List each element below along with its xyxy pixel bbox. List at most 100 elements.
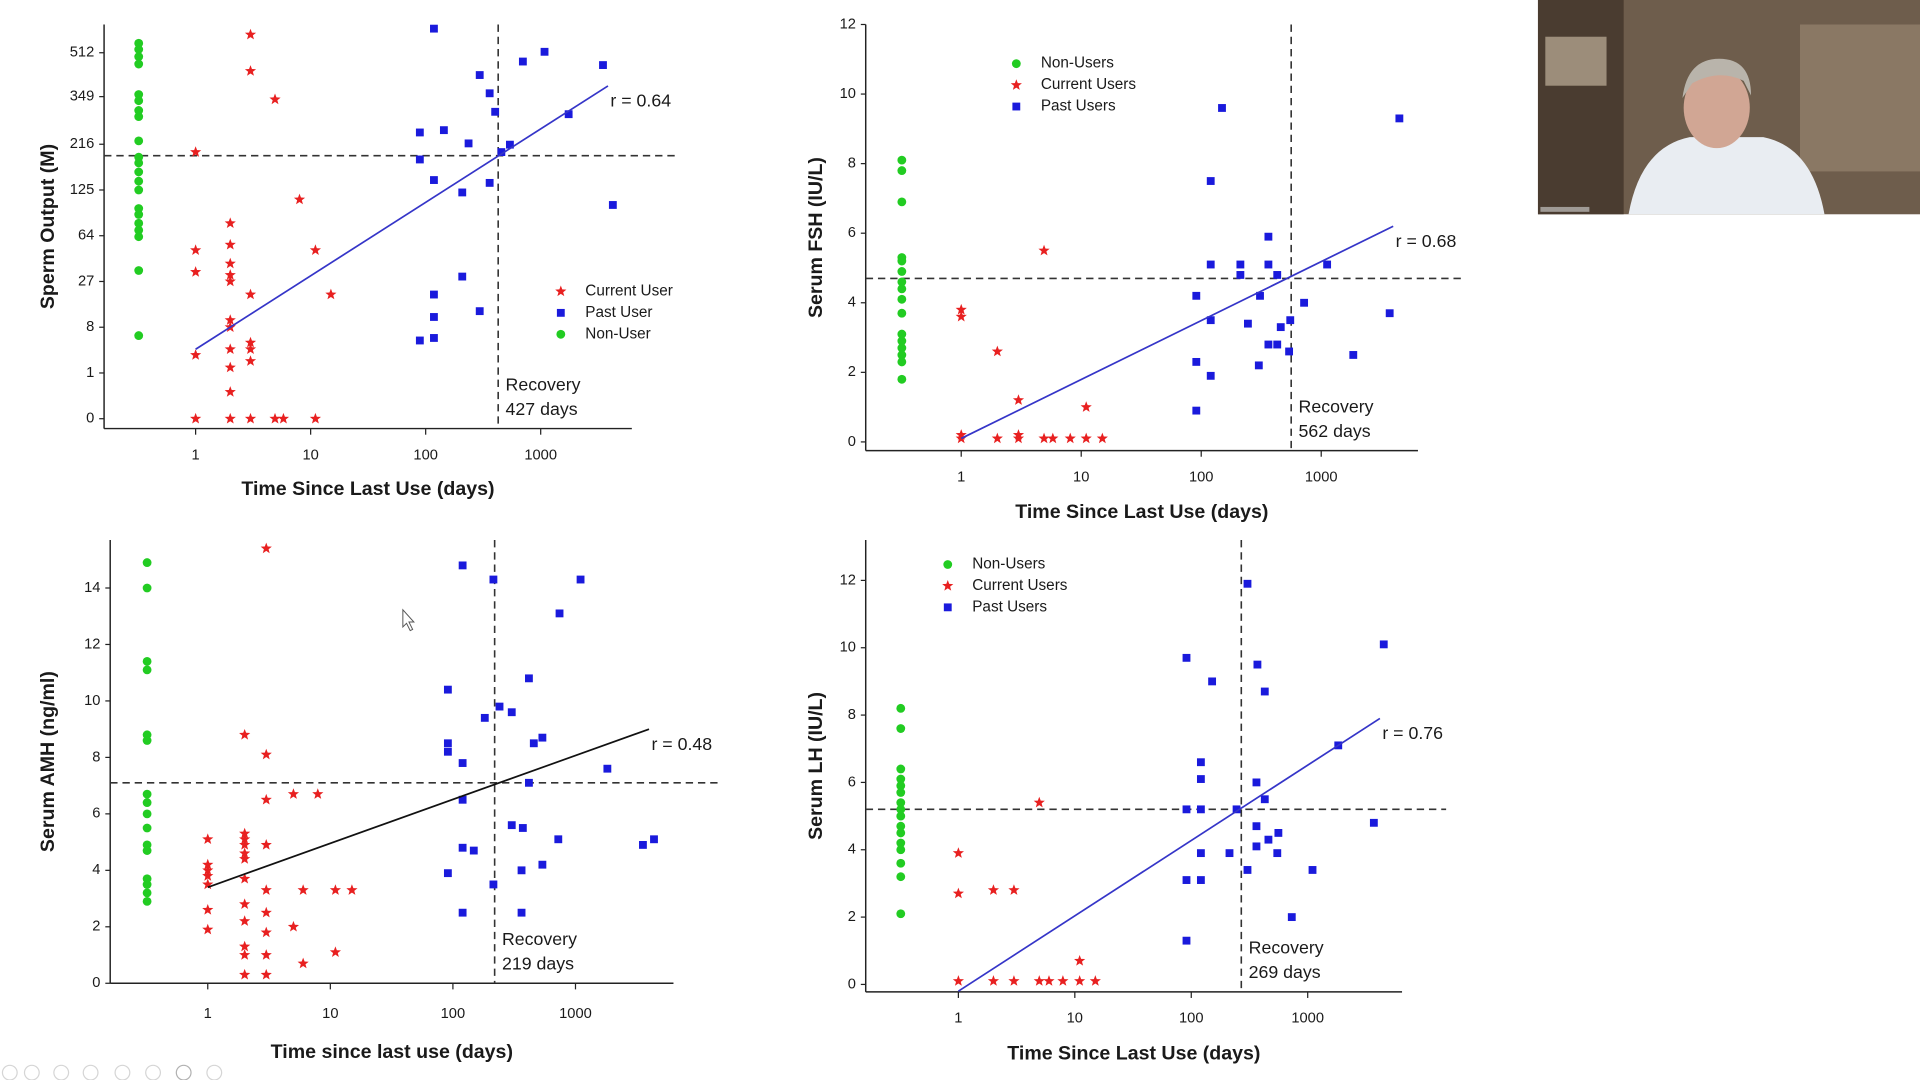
point <box>443 739 452 748</box>
point <box>896 811 906 821</box>
x-axis-label: Time Since Last Use (days) <box>241 478 494 500</box>
x-axis-label: Time Since Last Use (days) <box>1015 501 1268 523</box>
point <box>134 38 144 48</box>
point <box>260 949 272 960</box>
point <box>897 343 907 353</box>
point <box>1243 866 1252 874</box>
point <box>415 155 424 164</box>
point <box>142 823 152 833</box>
point <box>244 28 257 40</box>
point <box>287 788 300 799</box>
point <box>517 866 526 875</box>
point <box>1192 357 1201 366</box>
point <box>897 284 907 294</box>
legend-label: Past Users <box>1041 98 1116 115</box>
point <box>1206 316 1215 325</box>
legend-marker <box>1010 79 1022 90</box>
toolbar-icon[interactable] <box>53 1064 70 1080</box>
y-tick-label: 8 <box>848 707 856 723</box>
point <box>458 759 467 767</box>
point <box>224 275 236 287</box>
x-axis-label: Time Since Last Use (days) <box>1007 1042 1260 1064</box>
point <box>525 674 533 683</box>
toolbar-icon[interactable] <box>23 1064 40 1080</box>
point <box>1369 818 1378 827</box>
point <box>260 926 272 938</box>
point <box>1096 432 1108 444</box>
legend-label: Non-Users <box>1041 55 1114 72</box>
x-tick-label: 1000 <box>1291 1011 1324 1027</box>
toolbar[interactable] <box>1 1064 223 1080</box>
point <box>202 858 214 870</box>
point <box>497 148 506 157</box>
scatter-chart: 0 2 4 6 8 10 12 1 10 100 1000 Time Since Last Use (… <box>805 540 1447 1064</box>
webcam-video[interactable] <box>1537 0 1920 215</box>
point <box>134 176 144 186</box>
point <box>1252 822 1261 831</box>
legend-marker <box>943 560 953 569</box>
point <box>224 257 236 269</box>
point <box>190 349 202 360</box>
point <box>134 96 144 106</box>
point <box>202 833 214 845</box>
point <box>1182 653 1191 662</box>
point <box>239 827 251 839</box>
point <box>134 266 144 275</box>
point <box>142 558 152 567</box>
point <box>897 277 907 287</box>
point <box>239 940 251 952</box>
point <box>1043 975 1055 986</box>
point <box>309 244 321 255</box>
point <box>142 896 152 906</box>
toolbar-icon[interactable] <box>1 1064 18 1080</box>
point <box>269 93 281 105</box>
point <box>260 839 272 850</box>
point <box>260 748 272 760</box>
toolbar-icon[interactable] <box>82 1064 99 1080</box>
point <box>1264 835 1273 844</box>
legend-marker <box>943 603 952 612</box>
toolbar-icon[interactable] <box>206 1064 223 1080</box>
toolbar-icon[interactable] <box>175 1064 192 1080</box>
legend-label: Non-User <box>585 325 650 342</box>
point <box>987 975 1000 986</box>
toolbar-icon[interactable] <box>114 1064 131 1080</box>
webcam-books <box>1545 36 1607 86</box>
point <box>293 193 306 205</box>
point <box>134 232 144 242</box>
point <box>896 838 906 848</box>
y-tick-label: 12 <box>84 636 100 652</box>
point <box>1196 876 1205 884</box>
point <box>1182 936 1191 945</box>
point <box>952 975 964 986</box>
point <box>458 188 467 197</box>
point <box>1349 351 1358 359</box>
point <box>897 350 907 360</box>
toolbar-icon[interactable] <box>145 1064 162 1080</box>
correlation-label: r = 0.64 <box>610 91 671 111</box>
trend-line <box>195 85 609 350</box>
point <box>1323 260 1332 269</box>
y-tick-label: 12 <box>840 16 856 32</box>
point <box>538 860 547 869</box>
point <box>1033 975 1045 986</box>
point <box>134 90 144 99</box>
y-tick-label: 1 <box>86 365 94 381</box>
point <box>1264 340 1273 349</box>
point <box>134 106 144 115</box>
point <box>142 665 152 675</box>
point <box>897 256 907 266</box>
legend-marker <box>1012 102 1021 111</box>
point <box>244 412 257 424</box>
scatter-chart: 0 1 8 27 64 125 216 349 512 1 10 100 1000 Time Since … <box>37 24 676 500</box>
point <box>430 313 438 321</box>
y-tick-label: 125 <box>70 182 95 198</box>
point <box>599 61 607 69</box>
legend-marker <box>555 285 567 297</box>
point <box>1300 298 1309 307</box>
y-tick-label: 2 <box>848 909 856 925</box>
correlation-label: r = 0.48 <box>651 734 712 754</box>
point <box>190 266 202 277</box>
y-tick-label: 0 <box>92 975 100 991</box>
point <box>1080 401 1092 412</box>
